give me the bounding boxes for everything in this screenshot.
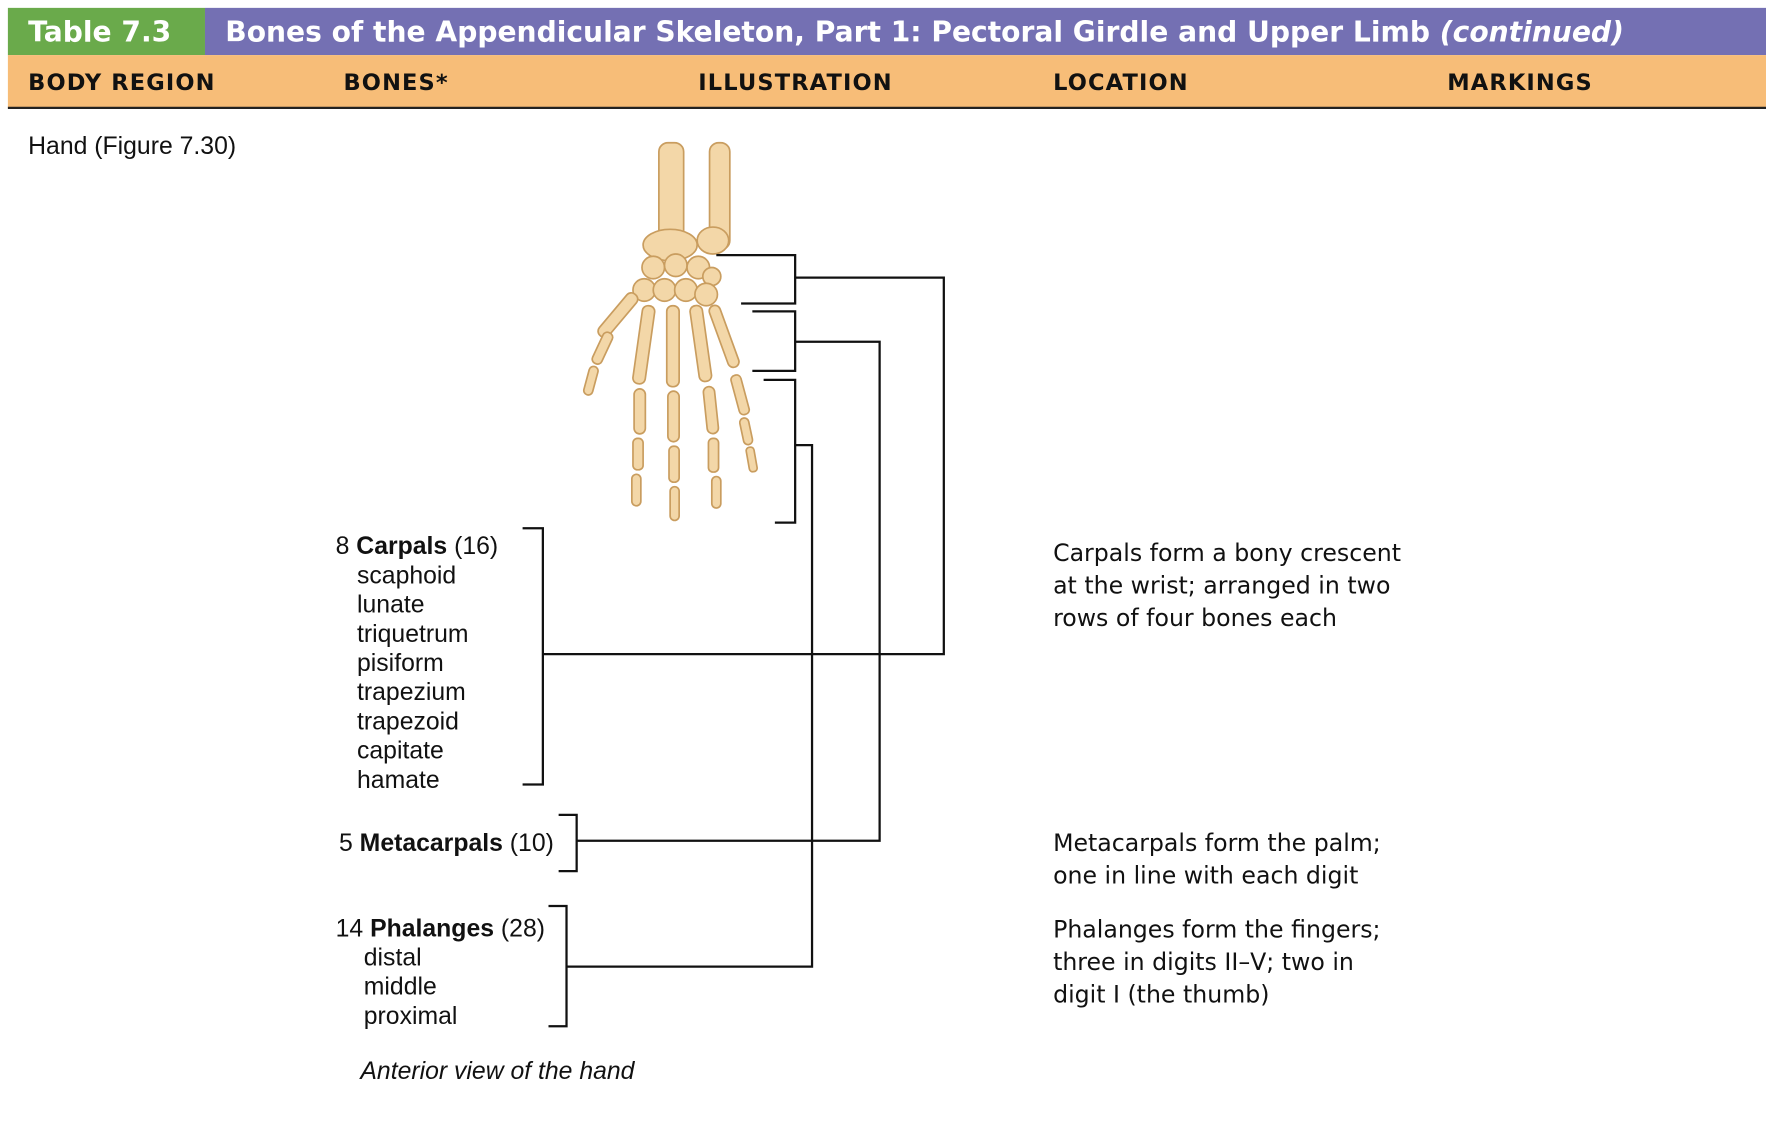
location-line: Phalanges form the fingers; <box>1053 915 1380 943</box>
title-bar <box>204 7 1766 56</box>
bone-total: (28) <box>501 915 545 942</box>
location-line: rows of four bones each <box>1053 604 1337 632</box>
label-box <box>7 7 205 56</box>
bone-part: pisiform <box>357 650 444 677</box>
bone-total: (10) <box>510 830 554 857</box>
columns: BODY REGION BONES* ILLUSTRATION LOCATION MAR… <box>28 70 1593 96</box>
bones: 8 Carpals (16)scaphoid lunatetriquetrumpi… <box>336 533 1401 1030</box>
title-note: (continued) <box>1440 16 1624 49</box>
bone-name: Phalanges <box>370 915 494 942</box>
bone-part: triquetrum <box>357 621 469 648</box>
bone-name: Carpals <box>356 533 447 560</box>
caption: Anterior view of the hand <box>358 1058 635 1085</box>
bone-name: Metacarpals <box>360 830 503 857</box>
bone-part: distal <box>364 945 422 972</box>
leader-lines <box>522 254 945 1028</box>
table-label: Table 7.3 <box>28 16 171 49</box>
location-line: Carpals form a bony crescent <box>1053 539 1401 567</box>
bone-count: 8 <box>336 533 350 560</box>
bone-part: trapezoid <box>357 708 459 735</box>
bone-part: hamate <box>357 767 440 794</box>
bone-part: capitate <box>357 738 444 765</box>
bone-label: 5 Metacarpals (10) <box>339 830 554 857</box>
bone-total: (16) <box>454 533 498 560</box>
column-header: BONES* <box>344 70 449 96</box>
column-header: LOCATION <box>1053 70 1189 96</box>
location-line: one in line with each digit <box>1053 861 1358 889</box>
location-line: at the wrist; arranged in two <box>1053 571 1390 599</box>
bone-count: 5 <box>339 830 353 857</box>
bone-part: middle <box>364 974 437 1001</box>
table-title: Bones of the Appendicular Skeleton, Part… <box>225 16 1624 49</box>
title-text: Bones of the Appendicular Skeleton, Part… <box>225 16 1430 49</box>
bone-label: 14 Phalanges (28) <box>336 915 545 942</box>
region: Hand (Figure 7.30) <box>28 133 236 160</box>
column-header: MARKINGS <box>1447 70 1593 96</box>
hand-illustration <box>582 141 759 522</box>
bone-label: 8 Carpals (16) <box>336 533 499 560</box>
column-header: ILLUSTRATION <box>698 70 892 96</box>
column-header: BODY REGION <box>28 70 216 96</box>
location-line: three in digits II–V; two in <box>1053 948 1354 976</box>
bone-count: 14 <box>336 915 364 942</box>
bone-part: lunate <box>357 592 425 619</box>
location-line: Metacarpals form the palm; <box>1053 829 1381 857</box>
location-line: digit I (the thumb) <box>1053 981 1269 1009</box>
bone-part: scaphoid <box>357 562 456 589</box>
bone-part: trapezium <box>357 679 466 706</box>
bone-part: proximal <box>364 1003 458 1030</box>
column-bar <box>7 55 1766 108</box>
